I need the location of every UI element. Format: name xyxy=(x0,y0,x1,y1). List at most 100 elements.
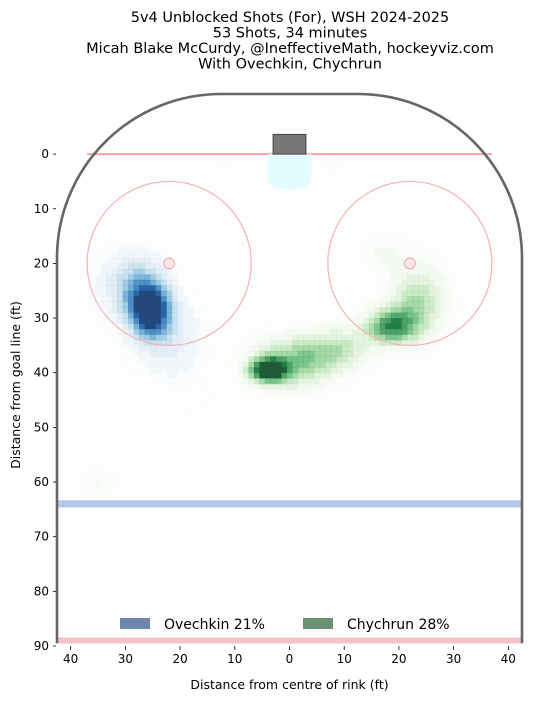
density-cell xyxy=(237,378,244,385)
density-cell xyxy=(193,378,200,385)
density-cell xyxy=(122,323,129,330)
chart-title: 5v4 Unblocked Shots (For), WSH 2024-2025… xyxy=(86,10,494,73)
density-cell xyxy=(177,263,184,270)
density-cell xyxy=(390,323,397,330)
density-cell xyxy=(248,378,255,385)
density-cell xyxy=(363,312,370,319)
density-cell xyxy=(450,296,457,303)
density-cell xyxy=(111,290,118,297)
density-cell xyxy=(412,301,419,308)
density-cell xyxy=(95,263,102,270)
density-cell xyxy=(128,268,135,275)
density-cell xyxy=(144,334,151,341)
density-cell xyxy=(390,345,397,352)
density-cell xyxy=(95,312,102,319)
density-cell xyxy=(133,247,140,254)
density-cell xyxy=(423,263,430,270)
density-cell xyxy=(275,389,282,396)
density-cell xyxy=(325,323,332,330)
density-cell xyxy=(160,350,168,357)
density-cell xyxy=(396,296,403,303)
density-cell xyxy=(439,312,447,319)
density-cell xyxy=(171,361,178,368)
density-cell xyxy=(89,279,96,286)
density-cell xyxy=(133,263,140,270)
density-cell xyxy=(166,312,173,319)
density-cell xyxy=(418,307,425,314)
density-cell xyxy=(418,252,425,259)
density-cell xyxy=(319,389,326,396)
density-cell xyxy=(243,383,250,390)
density-cell xyxy=(374,247,381,254)
density-cell xyxy=(341,356,348,363)
density-cell xyxy=(308,345,315,352)
title-line: 53 Shots, 34 minutes xyxy=(213,26,368,42)
density-cell xyxy=(144,296,151,303)
density-cell xyxy=(128,279,135,286)
density-cell xyxy=(188,312,195,319)
density-cell xyxy=(429,307,436,314)
density-cell xyxy=(150,318,157,325)
density-cell xyxy=(182,279,189,286)
density-cell xyxy=(210,389,217,396)
density-cell xyxy=(401,285,408,292)
density-cell xyxy=(155,339,162,347)
density-cell xyxy=(270,345,277,352)
density-cell xyxy=(106,312,113,319)
density-cell xyxy=(390,312,397,319)
density-cell xyxy=(407,279,414,286)
density-cell xyxy=(188,405,195,412)
density-cell xyxy=(155,274,162,281)
density-cell xyxy=(439,307,447,314)
density-cell xyxy=(139,257,146,265)
density-cell xyxy=(188,400,195,407)
density-cell xyxy=(418,274,425,281)
density-cell xyxy=(95,492,102,500)
density-cell xyxy=(439,285,447,292)
density-cell xyxy=(193,361,200,368)
density-cell xyxy=(379,329,386,336)
density-cell xyxy=(314,350,321,357)
density-cell xyxy=(379,307,386,314)
density-cell xyxy=(122,252,129,259)
density-cell xyxy=(248,345,255,352)
density-cell xyxy=(434,296,441,303)
density-cell xyxy=(117,334,124,341)
density-cell xyxy=(412,345,419,352)
density-cell xyxy=(412,318,419,325)
density-cell xyxy=(182,361,189,368)
density-cell xyxy=(248,339,255,347)
density-cell xyxy=(385,307,392,314)
density-cell xyxy=(292,389,299,396)
density-cell xyxy=(248,329,255,336)
density-cell xyxy=(418,318,425,325)
density-cell xyxy=(259,383,266,390)
density-cell xyxy=(150,334,157,341)
density-cell xyxy=(100,296,107,303)
density-cell xyxy=(325,345,332,352)
density-cell xyxy=(204,339,211,347)
density-cell xyxy=(188,350,195,357)
density-cell xyxy=(330,148,337,155)
density-cell xyxy=(292,356,299,363)
density-cell xyxy=(160,334,168,341)
density-cell xyxy=(166,301,173,308)
density-cell xyxy=(84,285,91,292)
density-cell xyxy=(297,378,304,385)
density-cell xyxy=(363,247,370,254)
density-cell xyxy=(128,290,135,297)
density-cell xyxy=(171,367,178,374)
density-cell xyxy=(429,350,436,357)
density-cell xyxy=(193,329,200,336)
density-cell xyxy=(325,329,332,336)
density-cell xyxy=(363,323,370,330)
density-cell xyxy=(139,361,146,368)
density-cell xyxy=(193,296,200,303)
density-cell xyxy=(368,350,375,357)
density-cell xyxy=(188,334,195,341)
density-cell xyxy=(199,350,206,357)
density-cell xyxy=(374,334,381,341)
density-cell xyxy=(155,329,162,336)
density-cell xyxy=(95,252,102,259)
density-cell xyxy=(292,345,299,352)
